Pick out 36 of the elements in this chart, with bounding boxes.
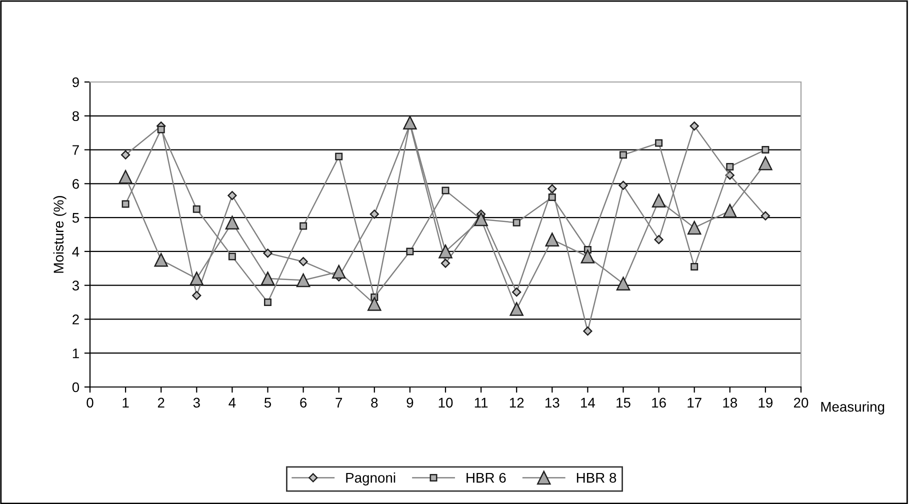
legend-label: HBR 8 [576,472,616,483]
x-tick-label: 10 [438,398,453,408]
legend-label: HBR 6 [466,472,506,483]
x-tick-label: 2 [158,398,164,408]
x-tick-label: 14 [581,398,596,408]
x-tick-label: 1 [122,398,129,408]
y-tick-label: 9 [72,77,79,88]
x-tick-label: 16 [652,398,666,408]
y-tick-label: 4 [72,246,80,256]
y-tick-label: 3 [72,280,79,291]
x-tick-label: 5 [264,398,272,408]
y-tick-label: 2 [72,314,79,324]
y-tick-label: 6 [72,179,79,189]
y-tick-label: 0 [72,382,80,392]
y-tick-label: 7 [72,145,79,155]
x-tick-label: 15 [616,398,630,408]
x-tick-label: 9 [406,398,414,408]
y-tick-label: 1 [72,348,79,358]
x-tick-label: 4 [228,398,236,408]
x-tick-label: 13 [545,398,560,408]
x-axis-title: Measuring [821,402,884,414]
x-tick-label: 17 [688,398,702,408]
x-tick-label: 3 [193,398,200,408]
legend-label: Pagnoni [346,472,396,486]
x-tick-label: 12 [510,398,524,408]
x-tick-label: 19 [758,398,773,408]
x-tick-label: 11 [474,398,488,408]
x-tick-label: 20 [794,398,808,408]
x-tick-label: 6 [300,398,307,408]
y-axis-title: Moisture (%) [53,196,66,273]
y-tick-label: 8 [72,111,79,122]
x-tick-label: 7 [336,398,342,408]
x-tick-label: 0 [86,398,94,408]
x-tick-label: 8 [371,398,378,408]
x-tick-label: 18 [723,398,738,408]
y-tick-label: 5 [72,213,79,223]
